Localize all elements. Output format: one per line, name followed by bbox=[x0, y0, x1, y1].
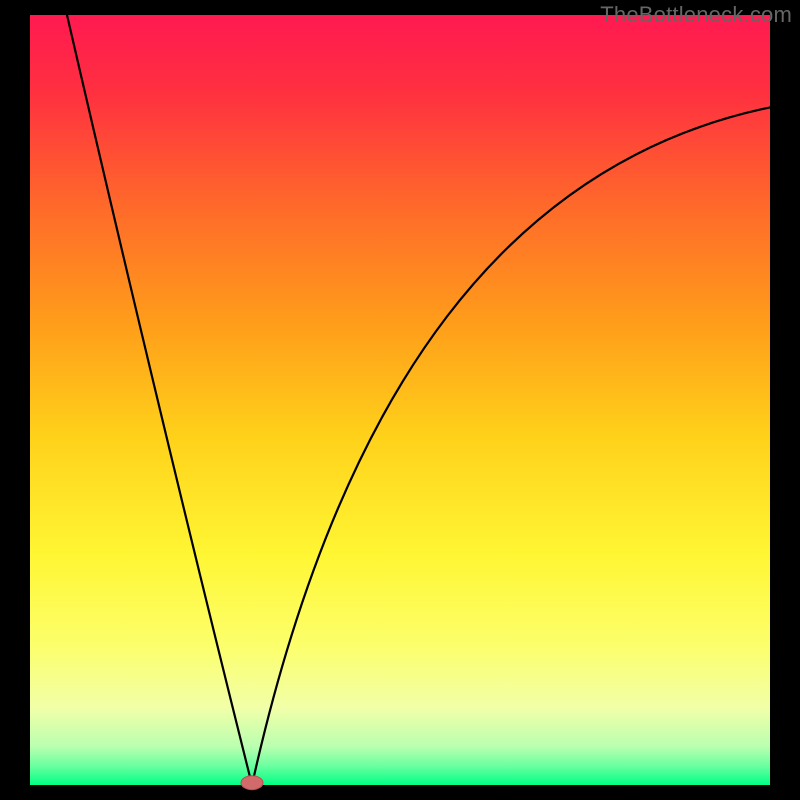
chart-stage: TheBottleneck.com bbox=[0, 0, 800, 800]
optimum-marker bbox=[241, 776, 263, 790]
bottleneck-chart bbox=[0, 0, 800, 800]
watermark-text: TheBottleneck.com bbox=[600, 2, 792, 28]
plot-area-bg bbox=[30, 15, 770, 785]
